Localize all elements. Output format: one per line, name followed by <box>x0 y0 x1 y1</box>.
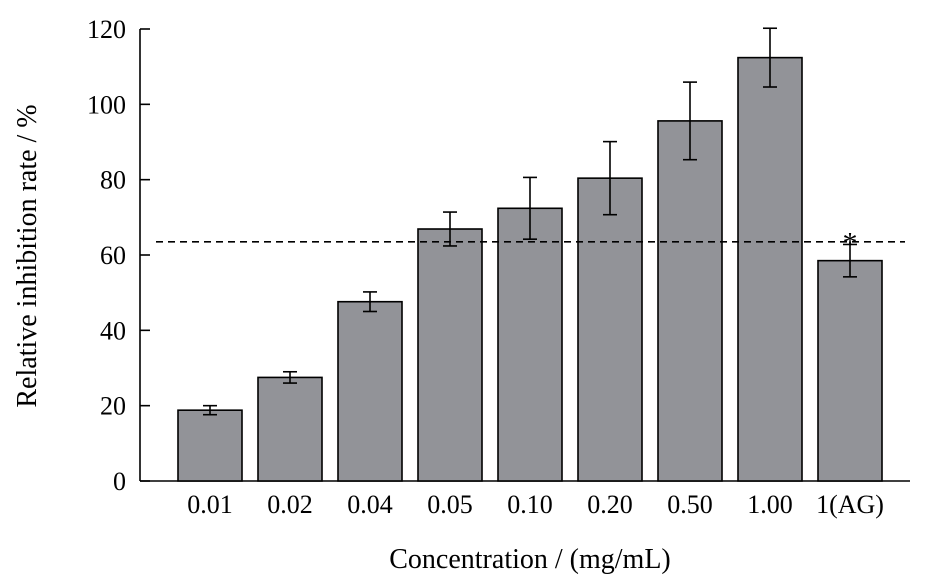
significance-asterisk: * <box>843 226 858 259</box>
bar <box>817 259 883 482</box>
x-tick-label: 1.00 <box>747 490 793 519</box>
y-tick-label: 0 <box>113 467 126 496</box>
bar <box>577 177 643 482</box>
bar <box>737 56 803 482</box>
x-axis-title: Concentration / (mg/mL) <box>389 544 671 575</box>
x-tick-label: 0.02 <box>267 490 313 519</box>
bar <box>257 376 323 482</box>
y-axis: 0 20 40 60 80 100 120 <box>87 15 150 496</box>
x-tick-label: 0.10 <box>507 490 553 519</box>
bar <box>417 228 483 482</box>
y-tick-label: 20 <box>100 392 126 421</box>
y-tick-label: 40 <box>100 316 126 345</box>
bar <box>337 300 403 482</box>
x-axis: 0.01 0.02 0.04 0.05 0.10 0.20 0.50 1.00 1(AG) <box>140 480 910 519</box>
x-tick-label: 0.20 <box>587 490 633 519</box>
y-tick-label: 120 <box>87 15 126 44</box>
x-tick-label: 1(AG) <box>816 490 884 519</box>
y-tick-label: 80 <box>100 166 126 195</box>
x-tick-label: 0.05 <box>427 490 473 519</box>
bar <box>177 409 243 482</box>
bar <box>657 120 723 482</box>
y-axis-title: Relative inhibition rate / % <box>12 104 43 407</box>
x-tick-label: 0.50 <box>667 490 713 519</box>
error-bars <box>203 27 857 416</box>
y-tick-label: 100 <box>87 90 126 119</box>
bars <box>177 56 883 482</box>
x-tick-label: 0.04 <box>347 490 393 519</box>
bar <box>497 207 563 482</box>
x-tick-label: 0.01 <box>187 490 233 519</box>
y-tick-label: 60 <box>100 241 126 270</box>
annotations: * <box>843 226 858 259</box>
